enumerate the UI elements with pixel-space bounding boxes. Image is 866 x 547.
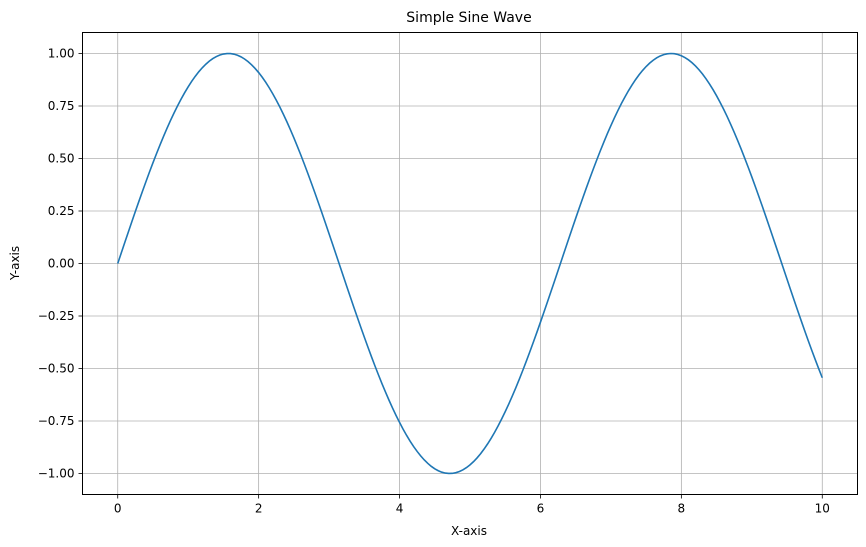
y-tick-label: 0.75 <box>48 99 75 113</box>
y-tick-label: −0.25 <box>38 309 75 323</box>
x-tick-label: 10 <box>815 502 830 516</box>
grid-lines <box>82 32 858 495</box>
x-axis-label: X-axis <box>451 524 487 538</box>
x-tick-label: 8 <box>678 502 686 516</box>
y-tick-label: −0.50 <box>38 362 75 376</box>
sine-line <box>116 52 824 475</box>
y-tick-label: 0.50 <box>48 152 75 166</box>
x-tick-label: 2 <box>255 502 263 516</box>
y-axis-label: Y-axis <box>8 246 22 281</box>
y-ticks: 1.00 0.75 0.50 0.25 0.00 −0.25 −0.50 −0.75 −1.00 <box>38 47 83 481</box>
x-tick-label: 0 <box>114 502 122 516</box>
x-tick-label: 4 <box>396 502 404 516</box>
y-tick-label: −0.75 <box>38 414 75 428</box>
x-tick-label: 6 <box>537 502 545 516</box>
y-tick-label: 0.00 <box>48 257 75 271</box>
y-tick-label: −1.00 <box>38 467 75 481</box>
y-tick-label: 0.25 <box>48 204 75 218</box>
y-tick-label: 1.00 <box>48 47 75 61</box>
x-ticks: 0 2 4 6 8 10 <box>114 494 830 516</box>
chart-title: Simple Sine Wave <box>406 10 531 26</box>
